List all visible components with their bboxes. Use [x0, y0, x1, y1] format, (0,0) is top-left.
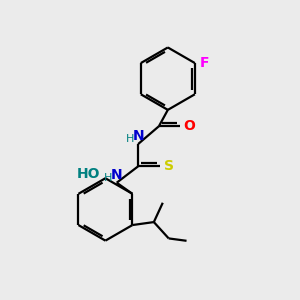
- Text: N: N: [132, 130, 144, 143]
- Text: H: H: [126, 134, 134, 144]
- Text: H: H: [104, 173, 112, 183]
- Text: HO: HO: [76, 167, 100, 181]
- Text: O: O: [183, 119, 195, 133]
- Text: S: S: [164, 159, 174, 173]
- Text: N: N: [111, 168, 122, 182]
- Text: F: F: [200, 56, 210, 70]
